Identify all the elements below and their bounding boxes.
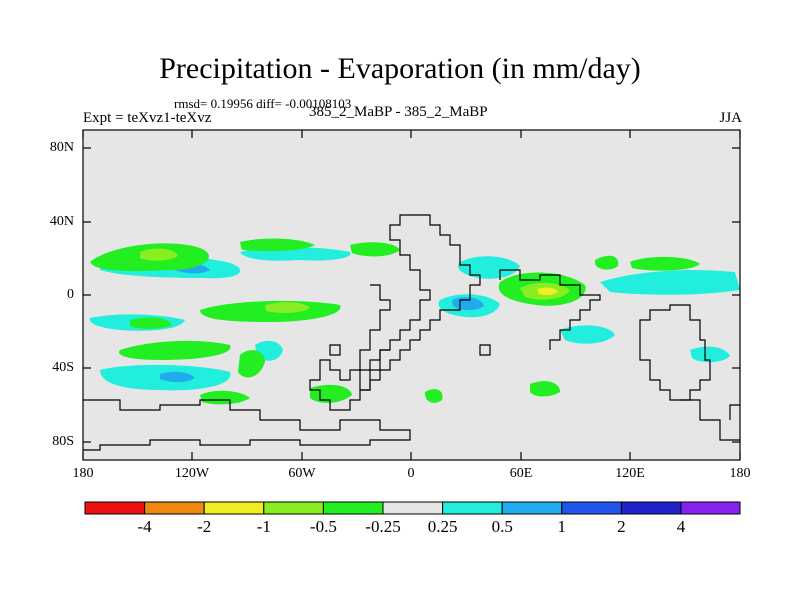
island-outline-2 — [329, 344, 341, 356]
x-axis-label-60e: 60E — [509, 466, 533, 481]
colorbar-box-1 — [84, 501, 146, 515]
colorbar-box-11 — [680, 501, 741, 515]
x-axis-label-120e: 120E — [615, 466, 645, 481]
season-label: JJA — [719, 110, 742, 126]
contour-green-nh-east — [595, 255, 619, 270]
asia-outline — [499, 269, 601, 350]
contour-green-sh-pacific — [119, 340, 231, 360]
colorbar-label-8: 1 — [557, 517, 567, 536]
colorbar-label-4: -0.5 — [309, 517, 337, 536]
case-label: 385_2_MaBP - 385_2_MaBP — [309, 104, 488, 120]
x-axis-label-180e: 180 — [729, 466, 751, 481]
colorbar-label-1: -4 — [137, 517, 152, 536]
contour-green-eq-west — [130, 317, 172, 329]
colorbar-box-6 — [382, 501, 444, 515]
americas-outline — [309, 284, 391, 411]
colorbar-box-3 — [203, 501, 265, 515]
contour-green-sh-south — [200, 390, 250, 405]
contour-green-sh-io — [530, 381, 560, 397]
contour-green-sh-africa — [424, 389, 443, 403]
contour-blue-sh-pacific — [160, 371, 195, 383]
colorbar — [84, 501, 741, 515]
colorbar-box-2 — [144, 501, 205, 515]
colorbar-label-6: 0.25 — [427, 517, 458, 536]
rmsd-diff-stats: rmsd= 0.19956 diff= -0.00108103 — [174, 96, 352, 111]
antarctica-outline — [83, 399, 411, 451]
x-axis-label-120w: 120W — [174, 466, 210, 481]
contour-cyan-sh-east — [690, 346, 730, 363]
map-frame — [82, 129, 741, 461]
colorbar-label-5: -0.25 — [365, 517, 401, 536]
contour-lightgreen-nh-west — [140, 248, 178, 261]
colorbar-label-7: 0.5 — [491, 517, 513, 536]
contour-green-nh-pacific — [240, 238, 315, 252]
experiment-label: Expt = teXvz1-teXvz — [83, 110, 212, 126]
contour-yellow-africa — [538, 287, 558, 296]
colorbar-box-9 — [561, 501, 622, 515]
y-axis-label-80s: 80S — [52, 434, 74, 449]
x-axis-label-60w: 60W — [288, 466, 316, 481]
map-background — [83, 130, 740, 460]
contour-cyan-nh-africa — [458, 256, 520, 279]
axis-ticks — [82, 130, 741, 460]
contour-lightgreen-eq-pacific — [265, 302, 310, 313]
y-axis-label-40s: 40S — [52, 360, 74, 375]
land-outlines — [83, 214, 740, 451]
colorbar-box-8 — [501, 501, 563, 515]
antarctica-east-outline — [680, 399, 740, 441]
contour-cyan-nh-asia — [600, 270, 740, 295]
colorbar-box-4 — [263, 501, 324, 515]
contour-green-sh-central — [238, 350, 265, 378]
contour-cyan-io — [560, 325, 615, 344]
australia-outline — [639, 304, 711, 401]
island-outline-1 — [479, 344, 491, 356]
colorbar-label-9: 2 — [617, 517, 626, 536]
y-axis-label-40n: 40N — [49, 214, 74, 229]
x-axis-label-0: 0 — [407, 466, 415, 481]
y-axis-label-0: 0 — [67, 287, 74, 302]
colorbar-label-2: -2 — [197, 517, 212, 536]
y-axis-label-80n: 80N — [49, 140, 74, 155]
colorbar-label-10: 4 — [676, 517, 686, 536]
colorbar-label-3: -1 — [256, 517, 271, 536]
contour-green-nh-atlantic — [350, 242, 400, 257]
colorbar-box-5 — [322, 501, 384, 515]
negative-contours — [90, 238, 700, 405]
colorbar-box-10 — [620, 501, 682, 515]
x-axis-label-180w: 180 — [72, 466, 94, 481]
plot-title: Precipitation - Evaporation (in mm/day) — [159, 52, 641, 85]
colorbar-box-7 — [442, 501, 503, 515]
contour-green-nh-far-east — [630, 256, 700, 271]
